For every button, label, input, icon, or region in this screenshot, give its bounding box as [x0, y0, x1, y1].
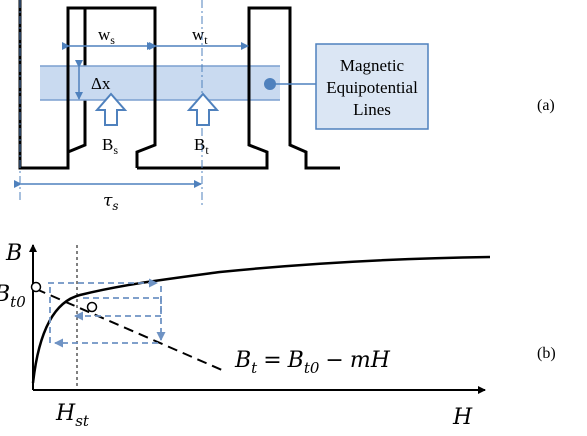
hst-label: Hst: [55, 401, 90, 430]
callout-line-3: Lines: [353, 100, 391, 119]
operating-point: [86, 301, 98, 313]
figure-b: B H Bt0 Hst Bt=Bt0−mH (b): [0, 241, 556, 430]
callout-box: [315, 43, 429, 130]
dx-label: Δx: [91, 74, 111, 93]
callout-dot: [264, 78, 276, 90]
figure-a: ws wt Δx Bs Bt τs Magnetic Equipotential…: [14, 0, 555, 213]
ws-label: ws: [98, 25, 115, 47]
bs-label: Bs: [102, 135, 118, 157]
tau-label: τs: [103, 191, 119, 213]
load-line: [35, 288, 223, 371]
panel-label-b: (b): [537, 345, 556, 362]
x-axis-label: H: [452, 405, 473, 430]
callout-line-1: Magnetic: [340, 56, 405, 75]
wt-label: wt: [192, 25, 208, 47]
tooth-tip-right: [288, 8, 340, 170]
bt0-point: [30, 281, 42, 293]
y-axis-label: B: [5, 241, 22, 266]
flux-arrow-slot: [94, 92, 128, 126]
bt-label: Bt: [194, 135, 209, 157]
bt0-label: Bt0: [0, 282, 26, 311]
bh-curve: [31, 255, 491, 384]
callout-line-2: Equipotential: [326, 78, 418, 97]
panel-label-a: (a): [537, 97, 555, 114]
equipotential-band: [40, 66, 280, 100]
load-line-equation: Bt = Bt0− mH: [234, 348, 391, 377]
flux-arrow-tooth: [186, 92, 220, 126]
stator-outline-left: [18, 0, 157, 170]
